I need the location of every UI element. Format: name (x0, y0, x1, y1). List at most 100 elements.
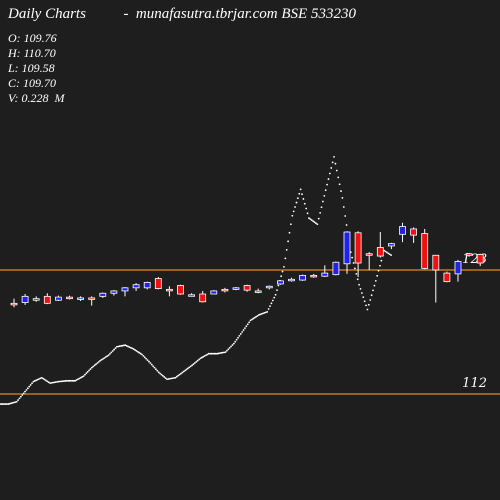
dotted-line-point (303, 202, 306, 205)
dotted-line-point (377, 269, 380, 272)
dotted-line-point (39, 377, 42, 380)
open-value: O: 109.76 (8, 31, 57, 45)
chart-header: Daily Charts - munafasutra.tbrjar.com BS… (8, 6, 356, 23)
dotted-line-point (345, 224, 348, 226)
dotted-line-point (175, 375, 178, 378)
dotted-line-point (322, 200, 324, 203)
dotted-line-point (327, 178, 330, 180)
dotted-line-point (363, 300, 366, 303)
dotted-line-point (53, 381, 56, 384)
dotted-line-point (164, 377, 167, 380)
dotted-line-point (253, 316, 256, 319)
dotted-line-point (157, 371, 160, 374)
candle-body (365, 253, 373, 256)
dotted-line-point (134, 349, 136, 351)
dotted-line-point (315, 222, 317, 225)
dotted-line-point (369, 299, 372, 301)
dotted-line-point (99, 359, 102, 362)
dotted-line-point (142, 354, 145, 357)
dotted-line-point (386, 251, 388, 254)
dotted-line-point (28, 385, 31, 388)
dotted-line-point (245, 325, 248, 328)
dotted-line-point (291, 214, 294, 217)
dotted-line-point (146, 359, 149, 362)
dotted-line-point (230, 345, 232, 348)
dotted-line-point (71, 379, 74, 382)
candle-body (177, 285, 184, 295)
dotted-line-point (305, 207, 308, 210)
dotted-line-point (58, 380, 61, 383)
dotted-line-point (127, 345, 129, 348)
dotted-line-point (362, 296, 365, 299)
dotted-line-point (244, 327, 246, 330)
dotted-line-point (199, 357, 202, 360)
dotted-line-point (36, 378, 39, 381)
dotted-line-point (260, 313, 263, 315)
dotted-line-point (373, 284, 376, 287)
dotted-line-point (316, 223, 319, 226)
dotted-line-point (263, 311, 266, 314)
dotted-line-point (95, 363, 97, 366)
dotted-line-point (267, 308, 270, 310)
dotted-line-point (296, 197, 299, 200)
dotted-line-point (82, 375, 85, 378)
dotted-line-point (56, 380, 58, 383)
dotted-line-point (122, 344, 125, 347)
dotted-line-point (379, 264, 381, 267)
dotted-line-point (45, 379, 47, 382)
dotted-line-point (269, 305, 271, 308)
dotted-line-point (166, 378, 168, 381)
dotted-line-point (380, 259, 383, 262)
dotted-line-point (17, 399, 19, 401)
dotted-line-point (337, 176, 340, 179)
candle-body (77, 297, 84, 300)
dotted-line-point (150, 363, 153, 366)
dotted-line-point (51, 381, 54, 384)
dotted-line-point (72, 379, 75, 382)
dotted-line-point (100, 358, 103, 361)
dotted-line-point (232, 342, 235, 345)
candle-body (199, 293, 207, 303)
dotted-line-point (359, 287, 362, 290)
dotted-line-point (299, 188, 302, 191)
dotted-line-point (114, 347, 117, 350)
dotted-line-point (38, 378, 40, 380)
dotted-line-point (70, 379, 72, 382)
dotted-line-point (207, 352, 210, 355)
candle-body (443, 272, 451, 283)
dotted-line-point (117, 345, 120, 348)
dotted-line-point (68, 379, 71, 382)
dotted-line-point (242, 329, 245, 331)
dotted-line-point (104, 356, 107, 358)
dotted-line-point (370, 294, 373, 297)
dotted-line-point (171, 377, 174, 380)
dotted-line-point (35, 379, 38, 382)
candle-body (110, 290, 118, 294)
dotted-line-point (192, 363, 195, 366)
dotted-line-point (203, 355, 206, 357)
dotted-line-point (139, 352, 142, 355)
dotted-line-point (174, 376, 177, 379)
dotted-line-point (54, 381, 57, 384)
dotted-line-point (138, 351, 141, 354)
dotted-line-point (181, 371, 184, 374)
dotted-line-point (33, 380, 36, 382)
candle-body (221, 288, 229, 292)
dotted-line-point (107, 354, 110, 357)
dotted-line-point (111, 350, 114, 352)
dotted-line-point (259, 313, 262, 316)
dotted-line-point (136, 350, 139, 353)
dotted-line-point (295, 201, 298, 204)
dotted-line-point (186, 367, 189, 370)
dotted-line-point (280, 275, 283, 278)
dotted-line-point (324, 189, 327, 192)
dotted-line-point (210, 352, 213, 355)
candle-body (310, 275, 318, 278)
dotted-line-point (256, 314, 259, 317)
candle-body (276, 280, 284, 285)
dotted-line-point (340, 190, 342, 192)
dotted-line-point (214, 352, 217, 355)
dotted-line-point (294, 206, 296, 208)
dotted-line-point (366, 308, 369, 311)
